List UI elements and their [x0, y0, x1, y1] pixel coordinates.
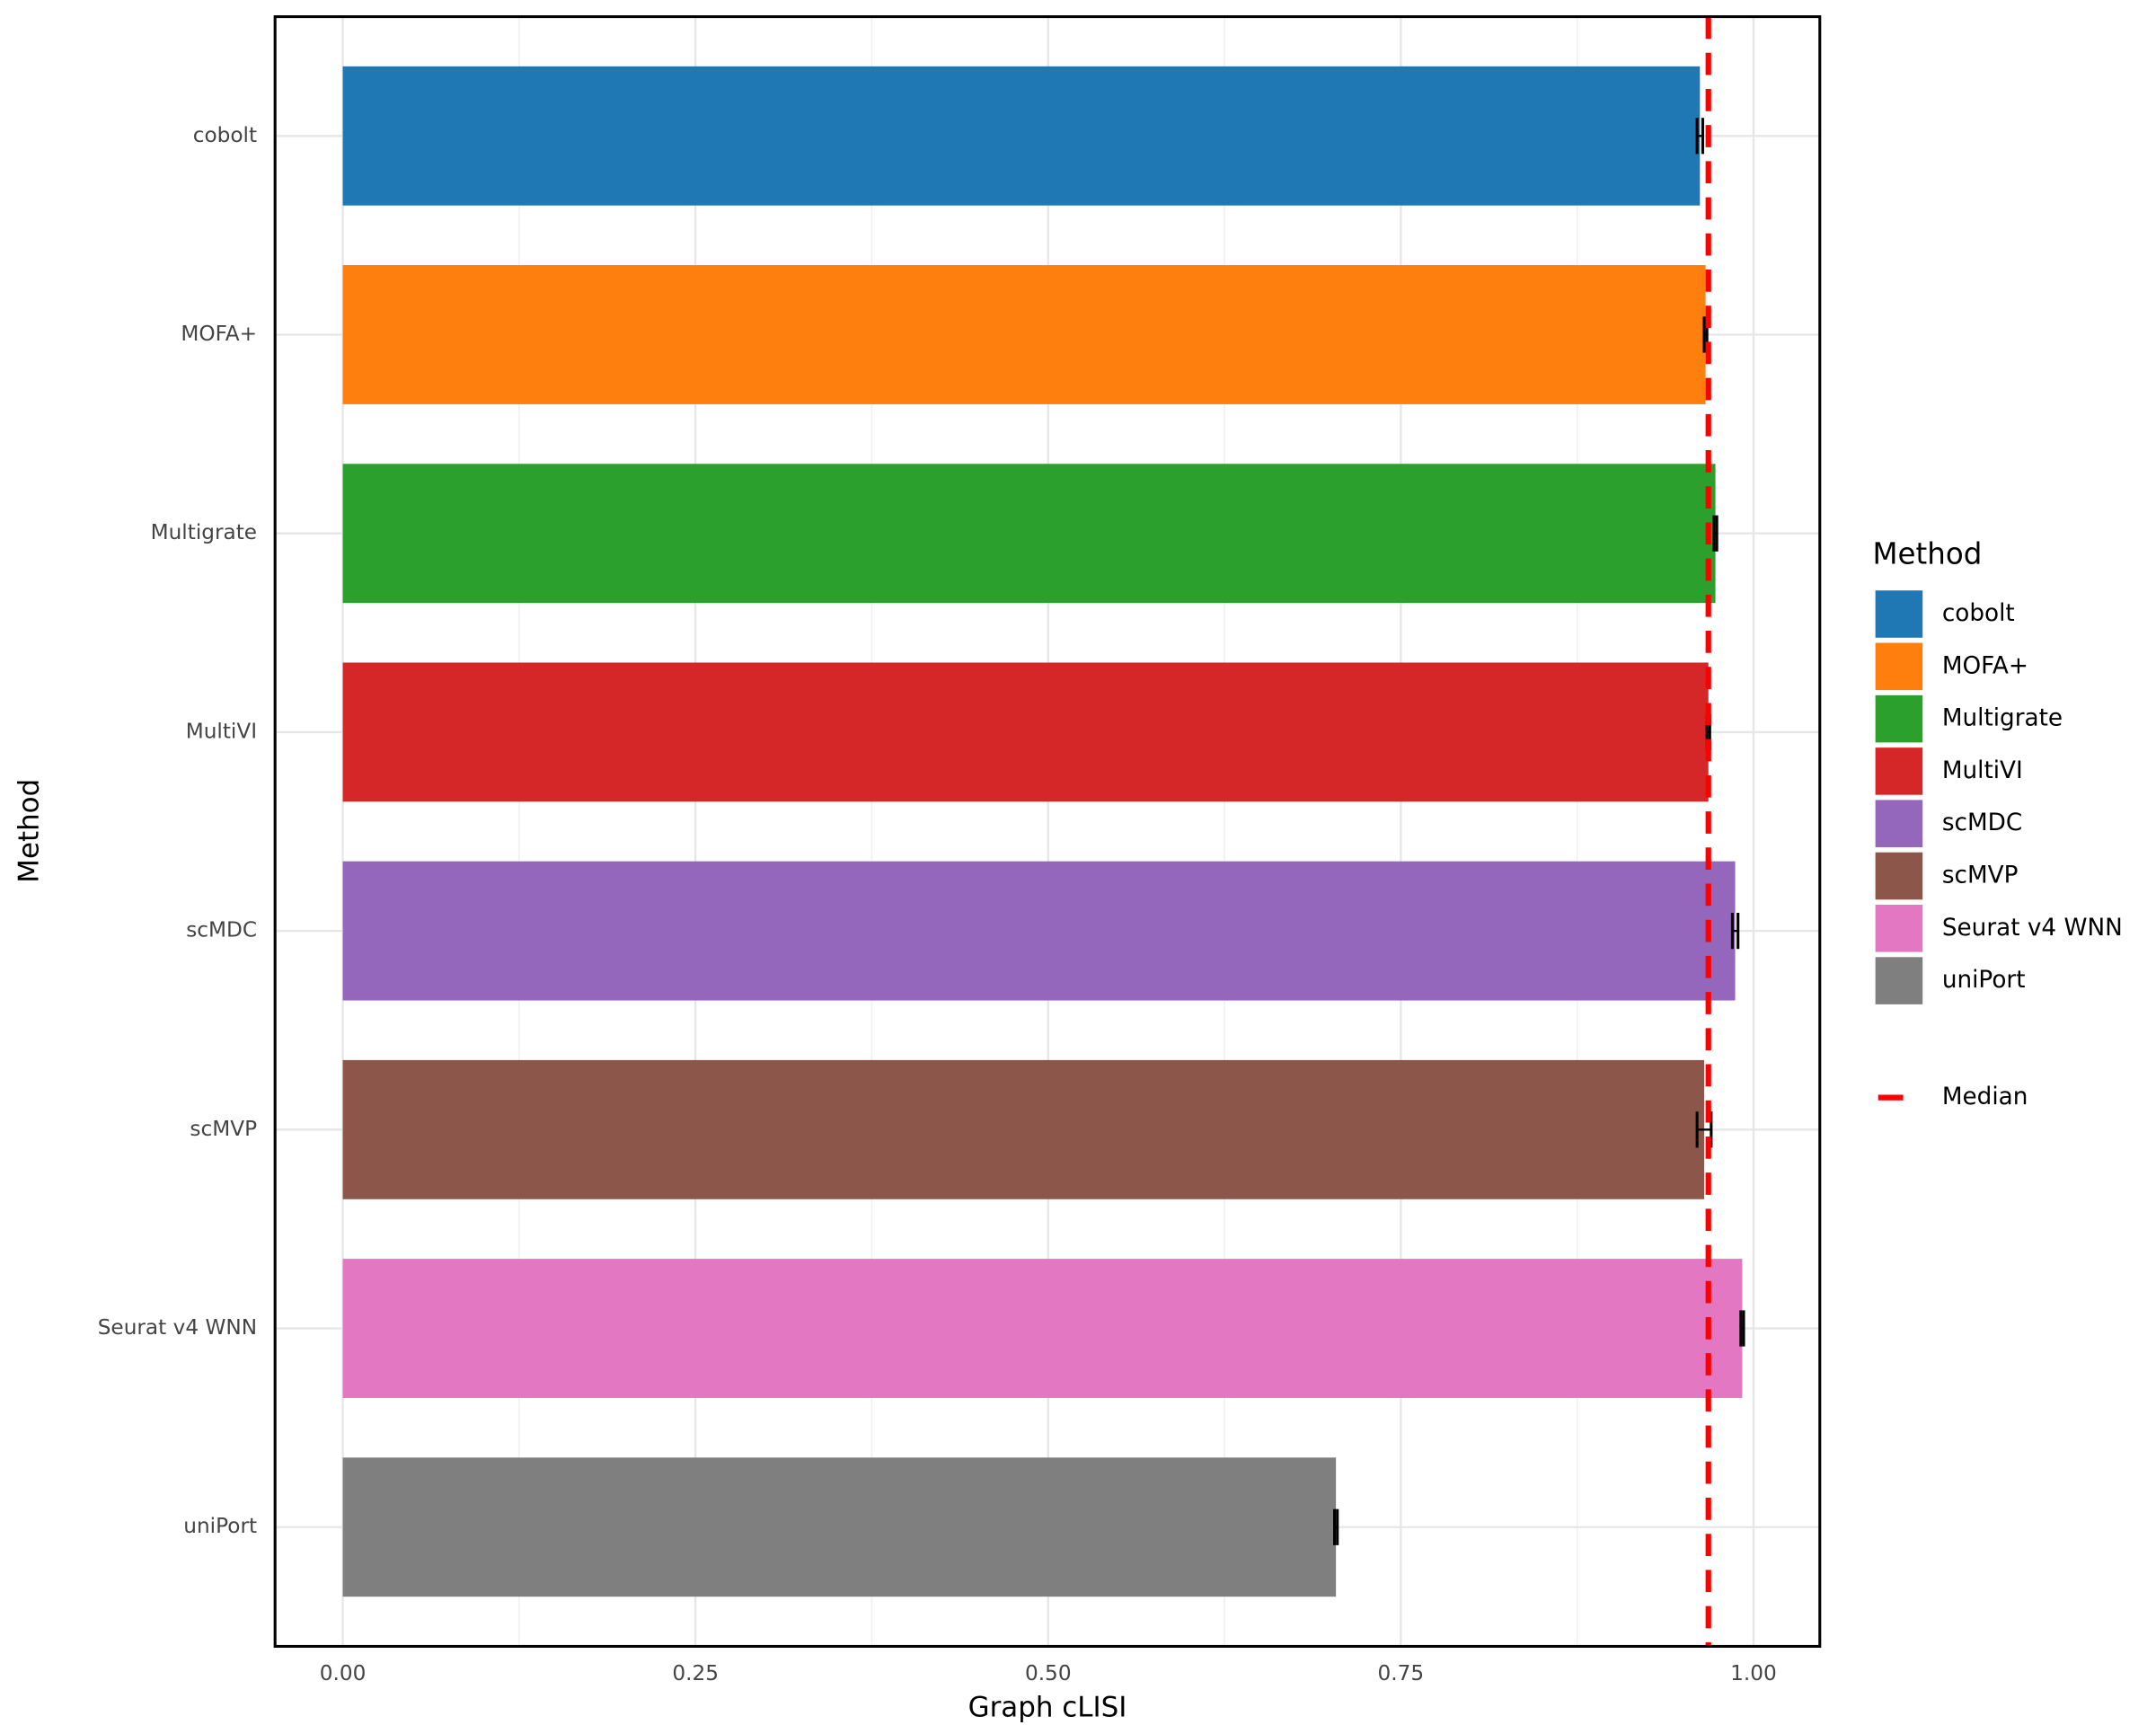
y-tick-label: Multigrate [151, 520, 258, 544]
x-tick-label: 1.00 [1730, 1661, 1777, 1685]
y-tick-label: cobolt [193, 123, 257, 147]
x-tick-label: 0.75 [1378, 1661, 1425, 1685]
legend-key [1875, 642, 1923, 691]
legend-label: uniPort [1942, 967, 2026, 994]
legend-key [1875, 800, 1923, 847]
legend-label: cobolt [1942, 600, 2015, 627]
y-tick-label: Seurat v4 WNN [98, 1315, 257, 1340]
legend-title: Method [1873, 537, 1983, 571]
x-tick-label: 0.50 [1025, 1661, 1072, 1685]
legend-label: MOFA+ [1942, 652, 2028, 679]
legend-label: Seurat v4 WNN [1942, 915, 2123, 942]
bar [342, 1059, 1705, 1199]
legend-key [1875, 957, 1923, 1004]
panel-border [273, 15, 1822, 1649]
bar [342, 662, 1709, 802]
legend-key [1875, 852, 1923, 900]
legend-key [1875, 748, 1923, 795]
legend-key [1875, 694, 1923, 743]
bar [342, 265, 1706, 404]
x-axis-title: Graph cLISI [968, 1692, 1127, 1724]
y-axis-title: Method [13, 779, 46, 883]
bar [342, 66, 1701, 206]
legend-label: scMDC [1942, 809, 2022, 836]
legend-label: scMVP [1942, 862, 2019, 889]
x-tick-label: 0.00 [320, 1661, 367, 1685]
bar [342, 1259, 1743, 1398]
y-tick-label: scMDC [186, 918, 257, 942]
legend-key [1875, 590, 1923, 638]
y-tick-label: scMVP [190, 1117, 257, 1141]
y-tick-label: MultiVI [186, 719, 257, 743]
y-tick-label: MOFA+ [181, 322, 257, 346]
legend-median-label: Median [1942, 1084, 2028, 1110]
y-tick-label: uniPort [183, 1514, 257, 1538]
bar [342, 464, 1716, 604]
bar [342, 1457, 1337, 1597]
x-tick-label: 0.25 [672, 1661, 719, 1685]
bar [342, 861, 1736, 1001]
legend-label: MultiVI [1942, 757, 2023, 784]
legend-label: Multigrate [1942, 705, 2063, 732]
legend-key [1875, 905, 1923, 952]
